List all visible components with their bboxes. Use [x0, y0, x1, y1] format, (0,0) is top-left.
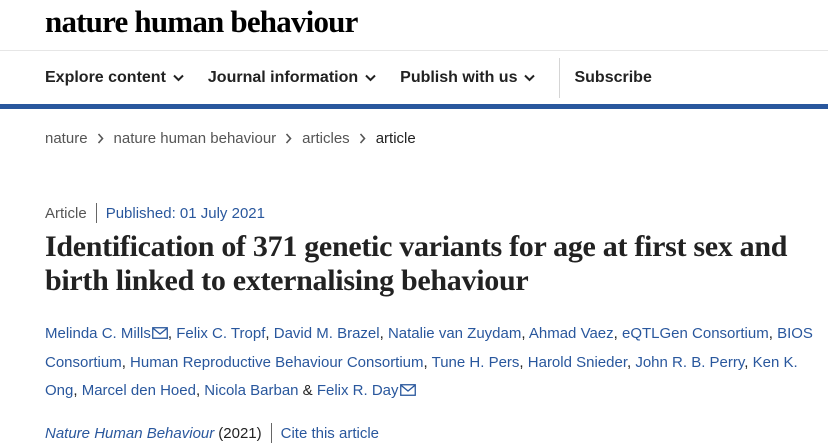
author-link[interactable]: Nicola Barban — [204, 382, 299, 399]
author-list: Melinda C. Mills, Felix C. Tropf, David … — [45, 320, 820, 406]
author-link[interactable]: Harold Snieder — [527, 354, 627, 371]
breadcrumb-nature[interactable]: nature — [45, 130, 88, 147]
site-header: nature human behaviour — [45, 2, 358, 48]
breadcrumb-journal[interactable]: nature human behaviour — [113, 130, 277, 147]
chevron-down-icon — [365, 74, 376, 82]
header-divider — [0, 50, 828, 51]
journal-logo[interactable]: nature human behaviour — [45, 4, 358, 39]
nav-item-label: Publish with us — [400, 69, 518, 86]
meta-divider — [270, 423, 272, 443]
chevron-right-icon — [97, 133, 104, 144]
publication-year: (2021) — [218, 424, 262, 442]
nav-journal-information[interactable]: Journal information — [208, 69, 376, 87]
author-link[interactable]: Felix C. Tropf — [176, 325, 266, 342]
author-link[interactable]: Natalie van Zuydam — [387, 325, 522, 342]
breadcrumb-article: article — [375, 130, 416, 147]
article-meta: Article Published: 01 July 2021 — [45, 203, 265, 223]
chevron-down-icon — [524, 74, 536, 82]
author-link[interactable]: Ken K. Ong — [45, 354, 798, 399]
author-link[interactable]: John R. B. Perry — [635, 354, 745, 371]
author-link[interactable]: eQTLGen Consortium — [622, 325, 769, 342]
email-icon[interactable] — [151, 321, 168, 349]
article-type: Article — [45, 204, 87, 222]
nav-divider — [559, 58, 561, 98]
author-link[interactable]: Felix R. Day — [316, 382, 399, 399]
breadcrumb: nature nature human behaviour articles a… — [45, 130, 416, 147]
chevron-down-icon — [173, 74, 184, 82]
cite-this-article-link[interactable]: Cite this article — [280, 424, 379, 442]
author-link[interactable]: Human Reproductive Behaviour Consortium — [130, 354, 424, 371]
breadcrumb-articles[interactable]: articles — [302, 130, 350, 147]
author-link[interactable]: Marcel den Hoed — [81, 382, 196, 399]
author-link[interactable]: David M. Brazel — [273, 325, 380, 342]
author-link[interactable]: Tune H. Pers — [431, 354, 520, 371]
nav-item-label: Explore content — [45, 69, 166, 86]
nav-item-label: Journal information — [207, 69, 359, 86]
meta-divider — [95, 203, 97, 223]
main-nav: Explore content Journal information Publ… — [45, 58, 652, 98]
chevron-right-icon — [285, 133, 292, 144]
author-link[interactable]: Melinda C. Mills — [45, 325, 151, 342]
author-link[interactable]: BIOS Consortium — [45, 325, 813, 371]
subscribe-link[interactable]: Subscribe — [574, 69, 652, 86]
published-date: Published: 01 July 2021 — [105, 204, 265, 222]
chevron-right-icon — [359, 133, 366, 144]
journal-name[interactable]: Nature Human Behaviour — [45, 424, 215, 442]
author-link[interactable]: Ahmad Vaez — [528, 325, 614, 342]
email-icon[interactable] — [399, 378, 416, 406]
journal-citation-line: Nature Human Behaviour (2021) Cite this … — [45, 423, 379, 443]
nav-publish-with-us[interactable]: Publish with us — [400, 69, 536, 87]
nav-explore-content[interactable]: Explore content — [45, 69, 184, 87]
accent-bar — [0, 104, 828, 109]
article-title: Identification of 371 genetic variants f… — [45, 230, 788, 297]
